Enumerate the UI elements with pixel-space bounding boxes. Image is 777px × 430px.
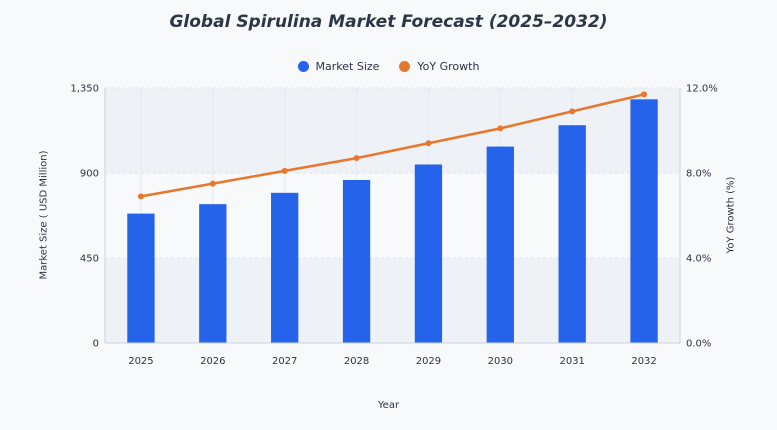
legend-label-market-size: Market Size <box>315 60 380 73</box>
legend-swatch-yoy-growth <box>399 61 411 72</box>
x-tick-label: 2030 <box>488 356 513 367</box>
y-tick-label: 450 <box>80 254 99 265</box>
y-tick-label: 900 <box>80 169 99 180</box>
x-tick-label: 2029 <box>416 356 441 367</box>
bar-market-size <box>630 99 658 343</box>
legend-label-yoy-growth: YoY Growth <box>417 60 480 73</box>
x-tick-label: 2028 <box>344 356 369 367</box>
bar-market-size <box>271 192 299 343</box>
plot-band <box>105 173 680 258</box>
y2-tick-label: 8.0% <box>686 169 711 180</box>
legend-swatch-market-size <box>297 61 309 72</box>
point-yoy-growth <box>281 167 288 174</box>
x-tick-label: 2025 <box>128 356 153 367</box>
point-yoy-growth <box>497 125 504 132</box>
y-axis-title: Market Size ( USD Million) <box>38 150 50 280</box>
line-yoy-growth <box>140 93 645 198</box>
bar-market-size <box>342 179 371 343</box>
point-yoy-growth <box>137 193 144 200</box>
chart-title: Global Spirulina Market Forecast (2025–2… <box>169 12 608 32</box>
y2-tick-label: 12.0% <box>686 84 718 95</box>
plot-band <box>105 88 680 173</box>
point-yoy-growth <box>425 140 432 147</box>
point-yoy-growth <box>209 180 216 187</box>
x-tick-label: 2032 <box>631 356 656 367</box>
y2-tick-label: 4.0% <box>686 254 711 265</box>
bar-market-size <box>486 146 514 343</box>
y-tick-label: 1,350 <box>70 84 99 95</box>
point-yoy-growth <box>353 155 360 162</box>
bar-market-size <box>558 125 586 343</box>
y2-tick-label: 0.0% <box>686 339 711 350</box>
y-tick-label: 0 <box>93 339 99 350</box>
legend-item-yoy-growth[interactable]: YoY Growth <box>399 60 479 73</box>
y2-axis-title: YoY Growth (%) <box>725 176 737 254</box>
point-yoy-growth <box>569 108 576 115</box>
x-tick-label: 2026 <box>200 356 225 367</box>
plot-band <box>105 258 680 343</box>
bar-market-size <box>414 164 443 343</box>
point-yoy-growth <box>641 91 648 98</box>
x-axis-title: Year <box>377 400 400 411</box>
legend-item-market-size[interactable]: Market Size <box>297 60 380 73</box>
bar-market-size <box>199 204 227 343</box>
legend: Market Size YoY Growth <box>0 60 777 73</box>
bar-market-size <box>127 213 155 343</box>
x-tick-label: 2027 <box>272 356 297 367</box>
x-tick-label: 2031 <box>559 356 584 367</box>
